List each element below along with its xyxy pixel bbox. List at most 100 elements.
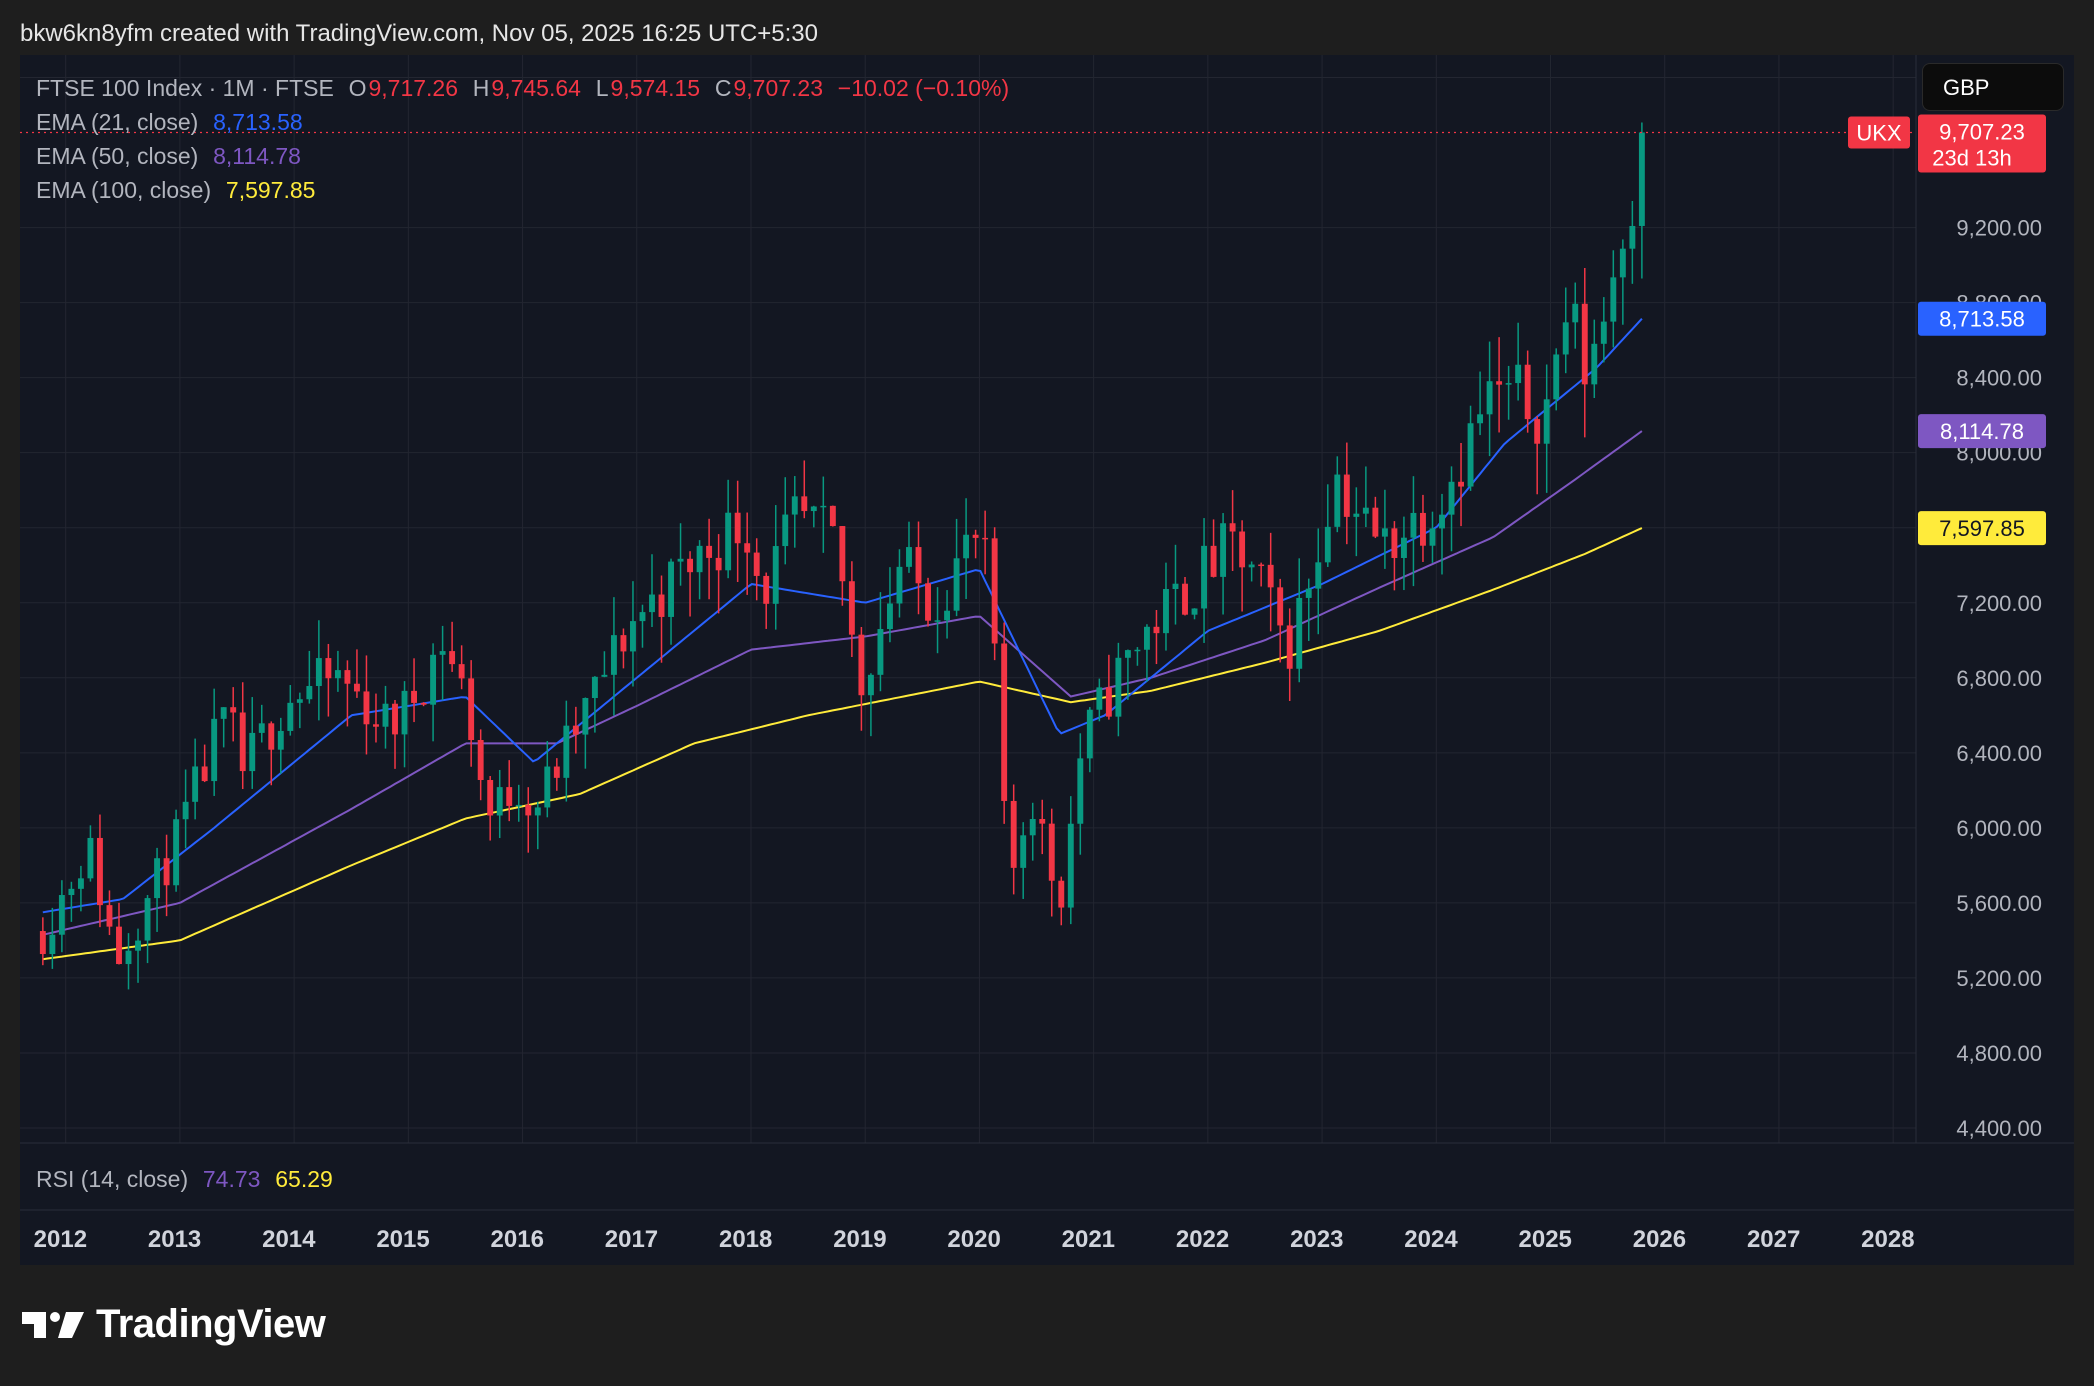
last-price-label: 9,707.23 (1939, 119, 2025, 144)
bar-countdown-label: 23d 13h (1932, 145, 2012, 170)
symbol-name: FTSE 100 Index · 1M · FTSE (36, 75, 334, 101)
candle-body (116, 926, 122, 965)
high-label: H (472, 75, 490, 101)
rsi-legend[interactable]: RSI (14, close) 74.73 65.29 (36, 1166, 335, 1193)
candle-body (1381, 528, 1388, 537)
time-tick-label: 2021 (1062, 1226, 1115, 1253)
candle-body (1286, 625, 1293, 669)
candle-body (1058, 880, 1065, 908)
candle-body (182, 801, 189, 820)
price-tick-label: 5,600.00 (1956, 891, 2042, 916)
candle-body (1096, 687, 1103, 710)
candle-body (1439, 514, 1445, 529)
candle-body (363, 691, 370, 725)
ema100-legend[interactable]: EMA (100, close) 7,597.85 (36, 177, 317, 204)
time-tick-label: 2028 (1861, 1226, 1914, 1253)
candle-body (725, 512, 732, 571)
candle-body (1372, 507, 1379, 537)
candle-body (1305, 588, 1312, 598)
candle-body (582, 698, 589, 735)
low-label: L (595, 75, 609, 101)
candle-body (553, 766, 560, 778)
candle-body (1229, 523, 1236, 532)
ema50-legend[interactable]: EMA (50, close) 8,114.78 (36, 143, 303, 170)
change-value: −10.02 (−0.10%) (837, 75, 1010, 101)
candle-body (1553, 354, 1560, 400)
candle-body (1296, 597, 1303, 669)
price-axis: 4,400.00 4,800.00 5,200.00 5,600.00 6,000.00… (1944, 66, 2042, 1141)
time-tick-label: 2023 (1290, 1226, 1343, 1253)
candle-body (706, 545, 713, 558)
candle-body (392, 703, 398, 735)
candle-body (687, 558, 694, 573)
symbol-legend: FTSE 100 Index · 1M · FTSE O9,717.26 H9,… (36, 75, 1011, 102)
ticker-tag-label: UKX (1856, 120, 1902, 145)
candle-body (1420, 512, 1426, 546)
candle-body (277, 730, 284, 750)
candle-body (468, 678, 475, 740)
candle-body (877, 629, 884, 675)
candle-body (563, 725, 570, 778)
candle-body (906, 547, 912, 567)
candle-body (506, 787, 513, 806)
rsi-value: 74.73 (202, 1166, 261, 1192)
candle-body (439, 651, 446, 655)
rsi-label: RSI (14, close) (36, 1166, 189, 1192)
time-tick-label: 2019 (833, 1226, 886, 1253)
currency-button[interactable]: GBP (1922, 63, 2064, 111)
ema21-legend[interactable]: EMA (21, close) 8,713.58 (36, 109, 305, 136)
candle-body (1010, 800, 1017, 868)
time-tick-label: 2016 (491, 1226, 544, 1253)
candle-body (982, 537, 989, 540)
candle-body (1191, 608, 1198, 615)
candle-body (1591, 343, 1598, 385)
candle-body (820, 505, 827, 508)
candle-body (58, 895, 65, 935)
candle-body (639, 612, 646, 622)
candle-body (154, 858, 161, 899)
candle-body (325, 658, 332, 679)
candle-body (1143, 626, 1150, 650)
candle-body (344, 670, 351, 684)
grid (20, 55, 1916, 1143)
candle-body (401, 690, 408, 735)
candle-body (1343, 474, 1350, 517)
time-tick-label: 2026 (1633, 1226, 1686, 1253)
candle-body (420, 702, 427, 705)
candle-body (1496, 381, 1503, 385)
candle-body (1001, 643, 1008, 801)
time-tick-label: 2024 (1404, 1226, 1458, 1253)
tradingview-logo[interactable]: TradingView (22, 1302, 326, 1347)
candle-body (1600, 321, 1607, 344)
last-price-tag (1918, 114, 2046, 173)
candle-body (1572, 303, 1579, 323)
candle-body (801, 496, 808, 512)
candle-body (411, 690, 417, 703)
candle-body (1429, 528, 1436, 546)
candle-body (192, 766, 199, 802)
candle-body (68, 888, 75, 896)
candle-body (572, 725, 579, 735)
ema100-label: EMA (100, close) (36, 177, 212, 203)
time-tick-label: 2015 (376, 1226, 429, 1253)
ema50-line (42, 430, 1643, 936)
ema50-price-tag-label: 8,114.78 (1940, 419, 2024, 444)
price-tick-label: 7,200.00 (1956, 591, 2042, 616)
candle-body (1134, 649, 1141, 652)
candle-body (77, 878, 84, 889)
candle-body (1619, 248, 1626, 278)
candle-body (715, 557, 722, 571)
candle-body (1362, 507, 1369, 514)
candle-body (211, 718, 218, 782)
ema21-price-tag (1918, 301, 2046, 336)
candle-body (1562, 322, 1569, 355)
candle-body (925, 583, 931, 621)
candle-body (887, 603, 893, 630)
candle-body (1077, 758, 1084, 824)
candle-body (744, 543, 751, 553)
snapshot-caption: bkw6kn8yfm created with TradingView.com,… (20, 20, 818, 47)
candle-body (315, 658, 322, 687)
candle-body (144, 898, 151, 941)
